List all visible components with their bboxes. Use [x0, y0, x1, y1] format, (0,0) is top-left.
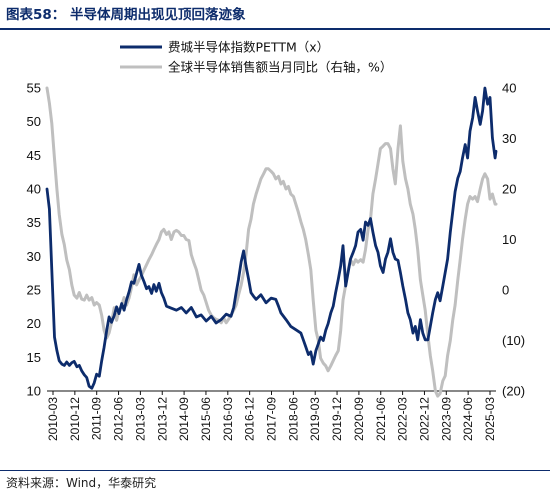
- x-tick-label: 2012-06: [112, 397, 126, 441]
- x-tick-label: 2011-09: [90, 397, 104, 440]
- y-right-tick-label: 40: [502, 81, 516, 96]
- x-tick-label: 2023-09: [439, 397, 453, 441]
- series-line-global-semi-sales-yoy: [45, 86, 498, 398]
- x-tick-label: 2019-03: [308, 397, 322, 441]
- title-rule: [0, 28, 550, 30]
- y-left-tick-label: 55: [27, 81, 41, 96]
- legend-label: 费城半导体指数PETTM（x）: [168, 40, 329, 55]
- x-tick-label: 2022-12: [417, 397, 431, 441]
- x-tick-label: 2019-12: [330, 397, 344, 441]
- x-tick-label: 2010-12: [68, 397, 82, 441]
- y-right-tick-label: (10): [502, 333, 525, 348]
- y-right-tick-label: 30: [502, 131, 516, 146]
- y-left-tick-label: 15: [27, 350, 41, 365]
- x-tick-label: 2017-09: [265, 397, 279, 441]
- y-right-tick-label: 10: [502, 232, 516, 247]
- legend-label: 全球半导体销售额当月同比（右轴，%）: [168, 60, 392, 75]
- x-tick-label: 2020-09: [352, 397, 366, 441]
- y-left-tick-label: 50: [27, 114, 41, 129]
- x-tick-label: 2016-12: [243, 397, 257, 441]
- dual-axis-line-chart: 10 15 20 25 30 35 40 45 50 55 (20) (10) 0 10 20 30 40 201…: [27, 40, 526, 442]
- y-left-tick-label: 35: [27, 215, 41, 230]
- series-line-philly-semi-pe: [45, 86, 498, 390]
- series-layer: [45, 86, 498, 398]
- y-left-tick-label: 10: [27, 384, 41, 399]
- x-tick-label: 2024-06: [461, 397, 475, 441]
- y-left-tick-label: 20: [27, 316, 41, 331]
- x-tick-label: 2025-03: [483, 397, 497, 441]
- x-tick-label: 2021-06: [374, 397, 388, 441]
- y-right-tick-label: 0: [502, 283, 509, 298]
- legend: 费城半导体指数PETTM（x） 全球半导体销售额当月同比（右轴，%）: [120, 40, 392, 75]
- x-tick-label: 2018-06: [286, 397, 300, 441]
- y-left-tick-label: 30: [27, 249, 41, 264]
- figure-title: 图表58： 半导体周期出现见顶回落迹象: [6, 7, 246, 23]
- x-tick-label: 2022-03: [396, 397, 410, 441]
- x-tick-label: 2014-09: [177, 397, 191, 441]
- x-tick-label: 2013-03: [133, 397, 147, 441]
- y-left-tick-label: 40: [27, 182, 41, 197]
- y-left-tick-label: 25: [27, 283, 41, 298]
- x-tick-label: 2013-12: [155, 397, 169, 441]
- y-right-tick-label: (20): [502, 384, 525, 399]
- y-left-tick-label: 45: [27, 148, 41, 163]
- axes: 10 15 20 25 30 35 40 45 50 55 (20) (10) 0 10 20 30 40 201…: [27, 81, 526, 442]
- y-right-tick-label: 20: [502, 182, 516, 197]
- x-tick-label: 2015-06: [199, 397, 213, 441]
- source-rule: [0, 470, 550, 471]
- x-tick-label: 2016-03: [221, 397, 235, 441]
- x-tick-label: 2010-03: [46, 397, 60, 441]
- source-note: 资料来源：Wind，华泰研究: [6, 476, 157, 490]
